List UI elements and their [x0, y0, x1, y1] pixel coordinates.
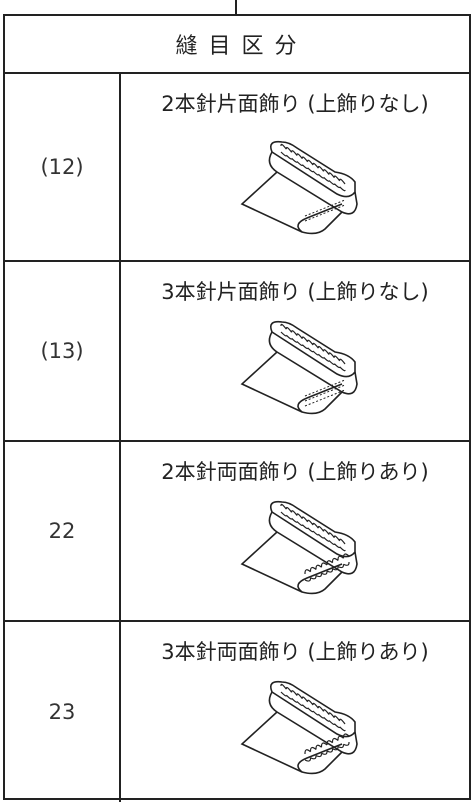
- stitch: [304, 389, 346, 407]
- fabric: [240, 711, 343, 775]
- stitch: [304, 204, 346, 222]
- fabric: [269, 320, 356, 378]
- stitch: [304, 384, 346, 402]
- fabric: [297, 743, 343, 773]
- stitch-code: (12): [5, 74, 121, 260]
- stitch-description: 3本針片面飾り (上飾りなし): [161, 280, 429, 304]
- stitch-code: (13): [5, 262, 121, 440]
- stitch-code: 22: [5, 442, 121, 620]
- table-row: 23 3本針両面飾り (上飾りあり): [5, 622, 469, 802]
- fabric: [297, 383, 343, 413]
- table-row: (13) 3本針片面飾り (上飾りなし): [5, 262, 469, 442]
- table-row: 22 2本針両面飾り (上飾りあり): [5, 442, 469, 622]
- stitch-description: 2本針片面飾り (上飾りなし): [161, 92, 429, 116]
- fabric: [297, 203, 343, 233]
- fabric: [269, 140, 356, 198]
- stitch: [280, 143, 346, 192]
- fabric: [297, 563, 343, 593]
- stitch: [304, 733, 350, 762]
- stitch-table: 縫 目 区 分 (12) 2本針片面飾り (上飾りなし) (13) 3本針片面飾り (…: [3, 14, 471, 802]
- stitch: [280, 323, 346, 372]
- table-row: (12) 2本針片面飾り (上飾りなし): [5, 74, 469, 262]
- stitch: [304, 553, 350, 582]
- stitch-illustration: [240, 500, 358, 595]
- stitch-illustration: [240, 680, 358, 775]
- fabric: [269, 500, 356, 558]
- table-header: 縫 目 区 分: [5, 16, 469, 74]
- stitch-description: 2本針両面飾り (上飾りあり): [161, 460, 429, 484]
- stitch: [280, 503, 346, 552]
- stitch: [304, 379, 346, 397]
- fabric: [269, 680, 356, 738]
- fabric: [240, 351, 343, 415]
- top-mark: [235, 0, 237, 15]
- stitch-description: 3本針両面飾り (上飾りあり): [161, 640, 429, 664]
- stitch: [304, 199, 346, 217]
- stitch: [280, 683, 346, 732]
- stitch-illustration: [240, 140, 358, 235]
- stitch-code: 23: [5, 622, 121, 802]
- fabric: [240, 531, 343, 595]
- stitch-illustration: [240, 320, 358, 415]
- fabric: [240, 171, 343, 235]
